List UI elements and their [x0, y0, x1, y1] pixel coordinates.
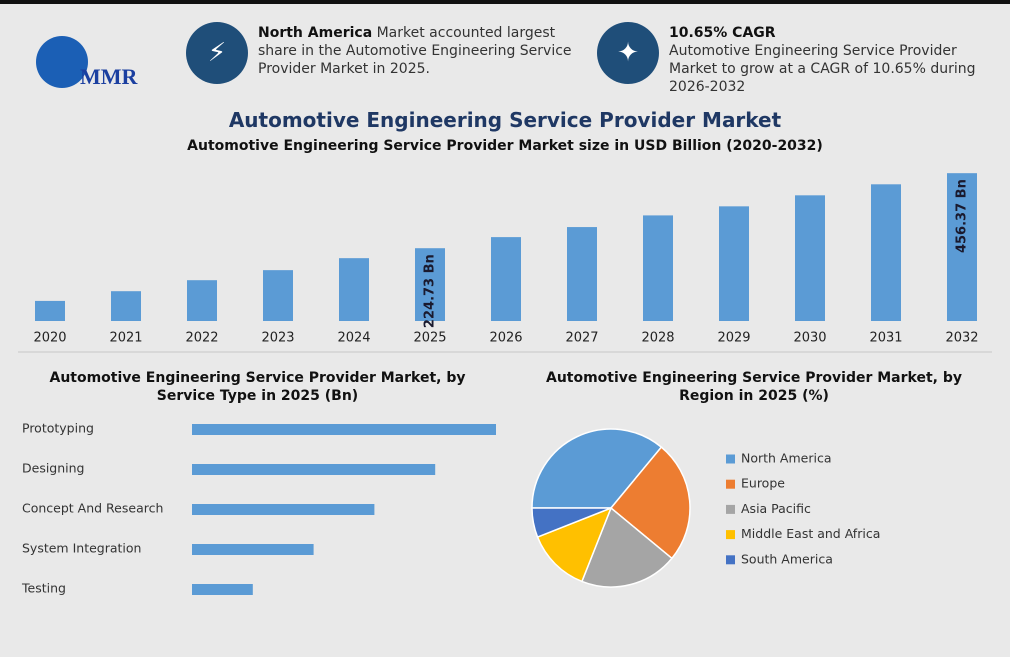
bar: [35, 300, 65, 321]
logo-text: MMR: [80, 64, 139, 89]
x-tick-label: 2020: [33, 331, 66, 346]
bar: [192, 584, 253, 595]
bar: [947, 173, 977, 321]
x-tick-label: 2032: [945, 331, 978, 346]
bar: [263, 270, 293, 321]
x-tick-label: 2025: [413, 331, 446, 346]
legend-label: Europe: [741, 476, 785, 491]
info-title: North America: [258, 25, 373, 41]
bar: [719, 206, 749, 321]
pie-slice: [536, 506, 613, 583]
value-label: 456.37 Bn: [955, 179, 970, 253]
y-tick-label: Prototyping: [22, 421, 94, 436]
bar: [795, 195, 825, 321]
bar: [567, 227, 597, 321]
bar: [192, 424, 496, 435]
info-title: 10.65% CAGR: [669, 25, 776, 41]
y-tick-label: Testing: [21, 581, 66, 596]
logo-globe: [36, 36, 88, 88]
legend-label: Middle East and Africa: [741, 526, 880, 541]
x-tick-label: 2026: [489, 331, 522, 346]
legend-label: South America: [741, 551, 833, 566]
bar: [192, 464, 436, 475]
bar: [415, 248, 445, 321]
legend-swatch: [726, 555, 735, 565]
bar: [192, 544, 314, 555]
info-icon: ✦: [597, 22, 659, 84]
bar: [187, 280, 217, 321]
chart-title: Automotive Engineering Service Provider …: [545, 370, 962, 404]
x-tick-label: 2029: [717, 331, 750, 346]
legend-swatch: [726, 454, 735, 464]
pie-slice: [580, 506, 673, 588]
x-tick-label: 2024: [337, 331, 370, 346]
legend-swatch: [726, 479, 735, 489]
x-tick-label: 2031: [869, 331, 902, 346]
x-tick-label: 2023: [261, 331, 294, 346]
chart-canvas: MMR 2020 2021 2022 2023 2024 2025 224.73 Bn 202…: [18, 36, 992, 596]
x-tick-label: 2027: [565, 331, 598, 346]
y-tick-label: System Integration: [22, 541, 141, 556]
info-icon: ⚡: [186, 22, 248, 84]
info-text: Automotive Engineering Service Provider …: [669, 43, 976, 95]
legend-swatch: [726, 504, 735, 514]
pie-slice: [609, 446, 691, 560]
x-tick-label: 2030: [793, 331, 826, 346]
legend-swatch: [726, 530, 735, 540]
bar: [192, 504, 375, 515]
chart-title: Automotive Engineering Service Provider …: [228, 108, 782, 132]
x-tick-label: 2022: [185, 331, 218, 346]
bar: [871, 184, 901, 321]
bar: [339, 258, 369, 321]
chart-title: Automotive Engineering Service Provider …: [49, 370, 466, 404]
pie-slice: [531, 507, 612, 539]
chart-subtitle: Automotive Engineering Service Provider …: [187, 138, 823, 154]
info-box: North America Market accounted largest s…: [258, 24, 578, 78]
bar: [643, 215, 673, 321]
x-tick-label: 2028: [641, 331, 674, 346]
info-box: 10.65% CAGR Automotive Engineering Servi…: [669, 24, 989, 96]
x-tick-label: 2021: [109, 331, 142, 346]
value-label: 224.73 Bn: [423, 254, 438, 328]
y-tick-label: Concept And Research: [22, 501, 163, 516]
bar: [491, 237, 521, 321]
bar: [111, 291, 141, 321]
info-text: Market accounted largest share in the Au…: [258, 25, 572, 77]
y-tick-label: Designing: [22, 461, 85, 476]
legend-label: North America: [741, 451, 832, 466]
legend-label: Asia Pacific: [741, 501, 811, 516]
pie-slice: [531, 428, 663, 509]
